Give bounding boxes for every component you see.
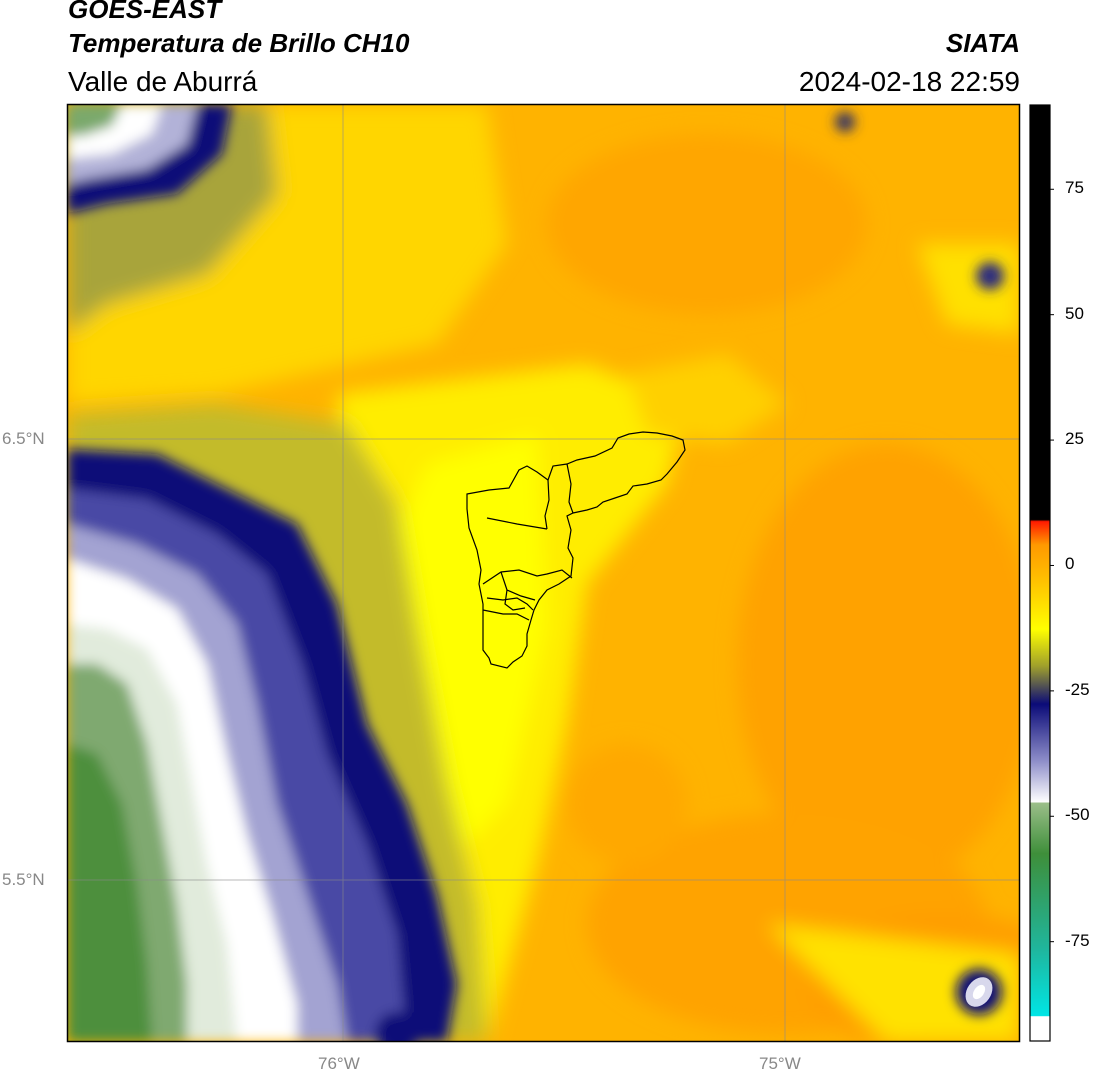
colorbar-tick-label: -50	[1065, 805, 1090, 825]
lat-label-5-5n: 5.5°N	[2, 870, 45, 889]
colorbar-gradient	[1029, 104, 1051, 1042]
lon-label-75w: 75°W	[759, 1054, 801, 1073]
colorbar-ticks	[1050, 188, 1054, 943]
timestamp-label: 2024-02-18 22:59	[798, 66, 1020, 97]
product-title: Temperatura de Brillo CH10	[68, 28, 410, 58]
lon-label-76w: 76°W	[318, 1054, 360, 1073]
colorbar-tick-label: 0	[1065, 554, 1075, 574]
municipality-boundaries	[466, 431, 686, 669]
colorbar-tick-label: 75	[1065, 178, 1084, 198]
region-subtitle: Valle de Aburrá	[68, 66, 258, 97]
colorbar-tick-label: 25	[1065, 429, 1084, 449]
colorbar-tick-label: 50	[1065, 303, 1084, 323]
colorbar-tick-label: -75	[1065, 930, 1090, 950]
gridlines	[67, 104, 1020, 1042]
colorbar	[1029, 104, 1054, 1042]
colorbar-tick-label: -25	[1065, 679, 1090, 699]
agency-label: SIATA	[945, 28, 1020, 58]
satellite-title: GOES-EAST	[68, 0, 222, 24]
lat-label-6-5n: 6.5°N	[2, 429, 45, 448]
map-frame	[66, 103, 1021, 1043]
brightness-temperature-map	[66, 103, 1021, 1043]
cold-cloud-field	[67, 104, 1004, 1042]
